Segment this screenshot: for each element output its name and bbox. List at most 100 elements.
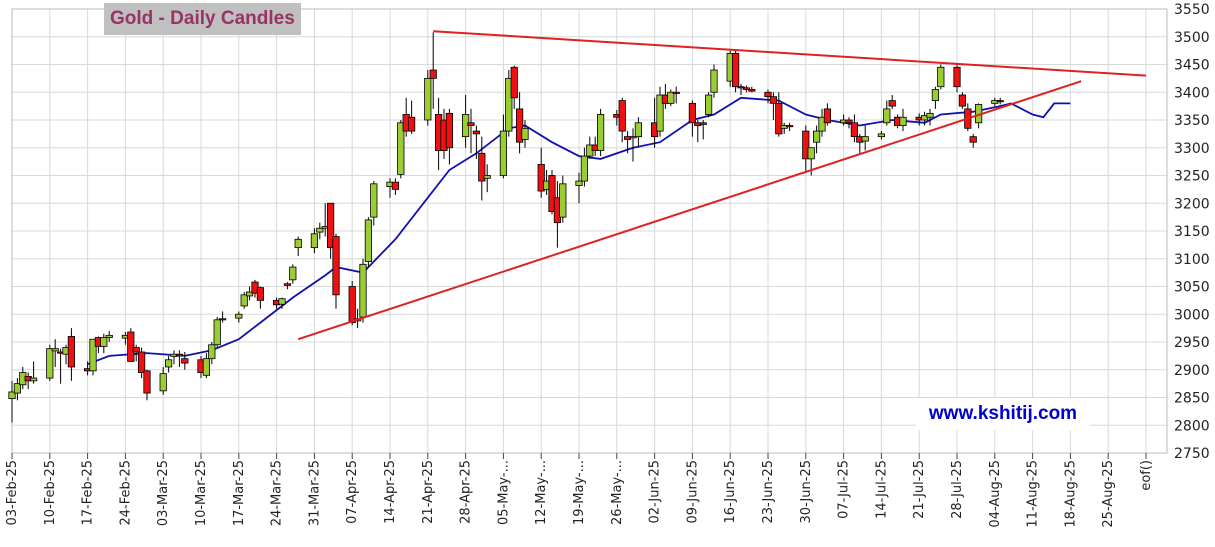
x-tick-label: 12-May-... xyxy=(534,460,549,525)
candle-body xyxy=(391,181,400,190)
candle xyxy=(397,120,405,179)
chart-title-box: Gold - Daily Candles xyxy=(104,3,301,35)
candle-body xyxy=(888,100,896,107)
candle-body xyxy=(472,130,481,135)
y-tick-label: 3200 xyxy=(1174,196,1210,212)
candle xyxy=(516,92,524,154)
candle-body xyxy=(316,227,324,233)
candle-body xyxy=(845,119,853,124)
candle-body xyxy=(397,122,405,175)
candle-body xyxy=(240,294,248,307)
candle xyxy=(67,328,75,381)
candle xyxy=(164,355,173,373)
x-tick-label: 17-Feb-25 xyxy=(81,460,96,525)
candle xyxy=(958,92,967,109)
candle xyxy=(521,120,529,148)
candles-layer xyxy=(8,32,1004,423)
candle xyxy=(559,175,567,223)
x-tick-label: 02-Jun-25 xyxy=(648,460,663,524)
candle xyxy=(348,280,356,326)
y-tick-label: 3050 xyxy=(1174,280,1210,296)
candle xyxy=(326,202,335,259)
candle xyxy=(937,64,945,90)
watermark-box: www.kshitij.com xyxy=(916,398,1090,430)
x-tick-label: 30-Jun-25 xyxy=(799,460,814,524)
candle-body xyxy=(143,370,151,394)
candle-body xyxy=(13,383,21,394)
candle xyxy=(316,222,324,240)
y-tick-label: 3350 xyxy=(1174,113,1210,129)
x-tick-label: 21-Apr-25 xyxy=(421,460,436,524)
candle-body xyxy=(537,163,545,192)
candle-body xyxy=(969,136,977,143)
candle xyxy=(332,233,340,309)
x-tick-label: 03-Feb-25 xyxy=(5,460,20,525)
candle xyxy=(505,70,513,137)
candle-body xyxy=(407,116,416,132)
candle xyxy=(218,311,227,323)
candle-body xyxy=(921,115,929,121)
candle xyxy=(137,347,146,379)
candle-body xyxy=(175,353,183,357)
x-tick-label: 16-Jun-25 xyxy=(723,460,738,524)
candle xyxy=(537,147,545,198)
candle xyxy=(159,366,167,395)
candle xyxy=(548,169,556,215)
candle xyxy=(370,181,378,226)
x-tick-label: 28-Apr-25 xyxy=(459,460,474,524)
candle xyxy=(705,92,713,118)
x-tick-label: 03-Mar-25 xyxy=(156,460,171,526)
candle-body xyxy=(429,69,437,79)
candle-body xyxy=(424,77,432,121)
candle xyxy=(672,86,680,104)
candle xyxy=(499,114,508,179)
candle-body xyxy=(208,344,216,360)
candle xyxy=(89,338,97,376)
candle-body xyxy=(764,91,772,98)
candle-body xyxy=(775,102,783,135)
candle xyxy=(764,89,772,104)
candle-body xyxy=(127,331,135,362)
candle xyxy=(132,344,140,362)
candle-body xyxy=(137,351,146,373)
candle xyxy=(256,286,265,309)
y-tick-label: 2850 xyxy=(1174,391,1210,407)
candle xyxy=(461,95,470,148)
candle xyxy=(100,333,108,354)
candle-body xyxy=(667,91,675,104)
chart-grid xyxy=(11,8,1167,454)
candle xyxy=(813,125,821,154)
candle-body xyxy=(294,238,302,249)
y-tick-label: 3400 xyxy=(1174,85,1210,101)
candle-body xyxy=(802,130,810,160)
candle-body xyxy=(105,334,113,338)
candle xyxy=(8,380,16,423)
plot-area-border xyxy=(11,8,1168,454)
candle-body xyxy=(67,336,75,368)
candle-body xyxy=(634,122,643,138)
candle-body xyxy=(516,108,524,143)
candle xyxy=(597,108,605,157)
candle-body xyxy=(29,377,38,382)
y-tick-label: 2750 xyxy=(1174,446,1210,462)
x-tick-label: 14-Apr-25 xyxy=(383,460,398,524)
x-tick-label: 14-Jul-25 xyxy=(874,460,889,519)
y-tick-label: 3500 xyxy=(1174,30,1210,46)
y-axis: 2750 2800 2850 2900 2950 3000 3050 3100 3150 3200… xyxy=(1174,2,1210,462)
candle-body xyxy=(218,318,227,321)
candle-body xyxy=(710,69,718,93)
candle xyxy=(969,133,977,148)
candle-body xyxy=(159,373,167,392)
candle xyxy=(926,108,934,126)
candle-body xyxy=(89,338,97,372)
candle-body xyxy=(618,100,626,132)
candle xyxy=(953,64,961,93)
support-trendline xyxy=(297,80,1082,341)
candle xyxy=(732,50,740,93)
y-tick-label: 2900 xyxy=(1174,363,1210,379)
candle-body xyxy=(132,347,140,353)
moving-average-line xyxy=(87,96,1071,366)
candle xyxy=(931,86,940,109)
moving-average-layer xyxy=(87,96,1071,366)
candle xyxy=(861,125,869,151)
